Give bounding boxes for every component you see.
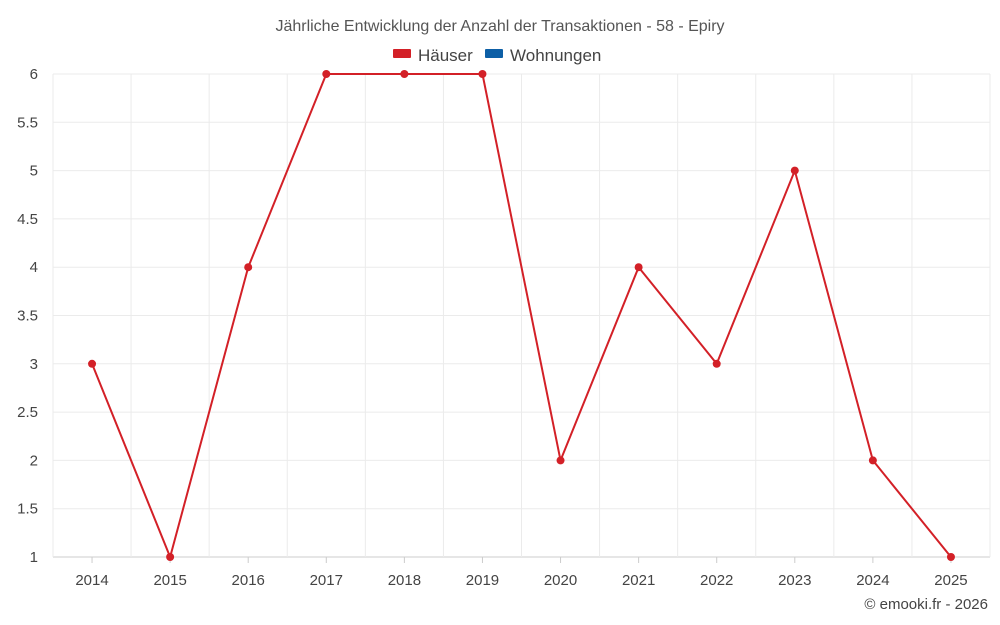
legend: Häuser Wohnungen bbox=[393, 46, 601, 65]
x-tick-label: 2016 bbox=[232, 572, 265, 589]
data-point-haeuser[interactable] bbox=[88, 359, 97, 368]
y-tick-label: 6 bbox=[30, 66, 38, 83]
data-point-haeuser[interactable] bbox=[322, 70, 331, 78]
x-tick-label: 2020 bbox=[544, 572, 577, 589]
legend-swatch-wohnungen bbox=[485, 49, 503, 58]
data-point-haeuser[interactable] bbox=[478, 70, 487, 78]
x-tick-label: 2019 bbox=[466, 572, 499, 589]
y-tick-label: 5.5 bbox=[17, 114, 38, 131]
legend-item-haeuser[interactable]: Häuser bbox=[393, 46, 473, 65]
y-tick-label: 3.5 bbox=[17, 308, 38, 325]
data-point-haeuser[interactable] bbox=[166, 553, 175, 561]
series-haeuser bbox=[88, 70, 955, 561]
y-tick-label: 4 bbox=[30, 259, 38, 276]
data-point-haeuser[interactable] bbox=[868, 456, 877, 465]
x-tick-label: 2021 bbox=[622, 572, 655, 589]
data-point-haeuser[interactable] bbox=[556, 456, 565, 465]
y-tick-label: 2.5 bbox=[17, 404, 38, 421]
legend-item-wohnungen[interactable]: Wohnungen bbox=[485, 46, 601, 65]
y-tick-label: 2 bbox=[30, 452, 38, 469]
data-point-haeuser[interactable] bbox=[244, 263, 253, 272]
data-point-haeuser[interactable] bbox=[634, 263, 643, 272]
credit-text: © emooki.fr - 2026 bbox=[864, 596, 988, 613]
x-tick-label: 2015 bbox=[153, 572, 186, 589]
legend-swatch-haeuser bbox=[393, 49, 411, 58]
data-point-haeuser[interactable] bbox=[712, 359, 721, 368]
y-tick-label: 3 bbox=[30, 356, 38, 373]
x-tick-label: 2024 bbox=[856, 572, 889, 589]
grid bbox=[52, 73, 991, 558]
x-axis-ticks: 2014 2015 2016 2017 2018 2019 2020 2021 2022 2023… bbox=[75, 557, 968, 589]
x-tick-label: 2018 bbox=[388, 572, 421, 589]
legend-label-haeuser: Häuser bbox=[418, 46, 473, 65]
legend-label-wohnungen: Wohnungen bbox=[510, 46, 601, 65]
x-tick-label: 2022 bbox=[700, 572, 733, 589]
data-point-haeuser[interactable] bbox=[400, 70, 409, 78]
y-axis-ticks: 1 1.5 2 2.5 3 3.5 4 4.5 5 5.5 6 bbox=[17, 66, 38, 566]
x-tick-label: 2025 bbox=[934, 572, 967, 589]
y-tick-label: 4.5 bbox=[17, 211, 38, 228]
data-point-haeuser[interactable] bbox=[946, 553, 955, 561]
y-tick-label: 1 bbox=[30, 549, 38, 566]
data-point-haeuser[interactable] bbox=[790, 166, 799, 175]
chart-title: Jährliche Entwicklung der Anzahl der Tra… bbox=[275, 18, 724, 35]
x-tick-label: 2017 bbox=[310, 572, 343, 589]
x-tick-label: 2014 bbox=[75, 572, 108, 589]
series-line-haeuser bbox=[91, 73, 952, 558]
y-tick-label: 5 bbox=[30, 163, 38, 180]
x-tick-label: 2023 bbox=[778, 572, 811, 589]
y-tick-label: 1.5 bbox=[17, 501, 38, 518]
